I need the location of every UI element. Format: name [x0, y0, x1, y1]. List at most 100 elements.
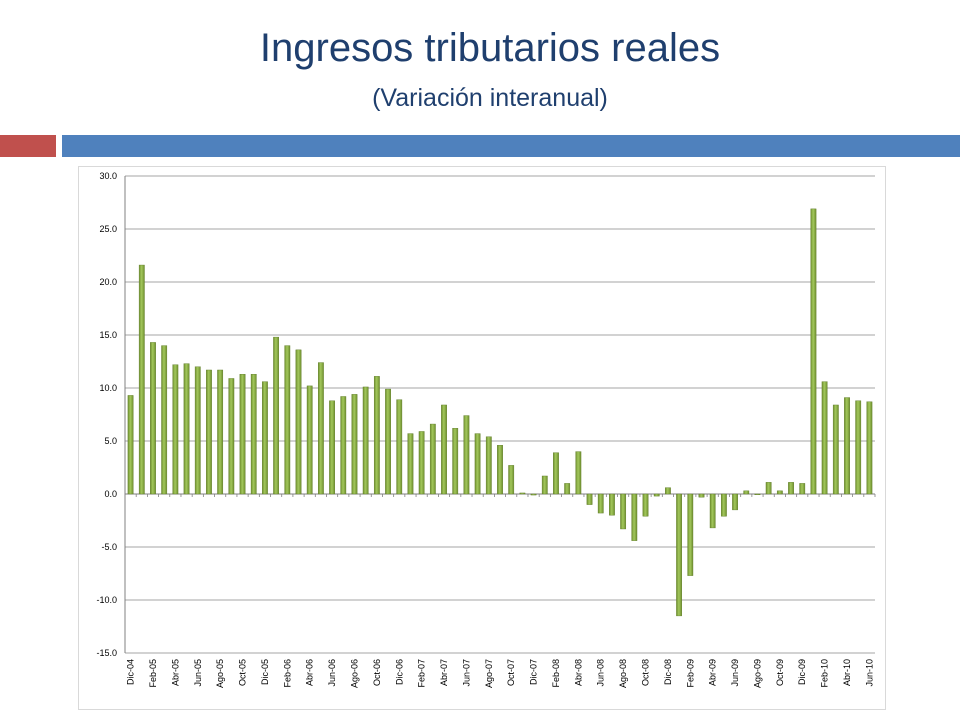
bar	[429, 423, 436, 495]
y-tick-label: 25.0	[99, 224, 117, 234]
bar	[765, 482, 772, 495]
bar	[720, 493, 727, 517]
bar	[194, 366, 201, 495]
bar	[676, 493, 682, 617]
bar	[262, 381, 268, 495]
y-tick-label: -10.0	[96, 595, 117, 605]
bar	[362, 386, 369, 495]
x-tick-label: Abr-08	[573, 659, 583, 686]
x-tick-label: Ago-05	[215, 659, 225, 688]
bar	[609, 493, 615, 516]
x-tick-label: Ago-07	[484, 659, 494, 688]
bar	[217, 369, 224, 495]
x-tick-label: Oct-09	[775, 659, 785, 686]
bar	[228, 378, 235, 495]
bar	[497, 445, 503, 495]
y-tick-label: 15.0	[99, 330, 117, 340]
x-tick-label: Dic-05	[260, 659, 270, 685]
bar	[541, 475, 548, 495]
x-tick-label: Feb-10	[820, 659, 830, 688]
bar	[463, 415, 470, 495]
bar	[553, 452, 559, 495]
bar	[519, 492, 526, 495]
x-tick-label: Feb-09	[685, 659, 695, 688]
x-tick-label: Abr-06	[305, 659, 315, 686]
bar	[329, 400, 335, 495]
x-tick-label: Jun-10	[864, 659, 874, 687]
y-tick-label: 5.0	[104, 436, 117, 446]
y-tick-label: 20.0	[99, 277, 117, 287]
bar	[127, 395, 134, 495]
chart-area	[78, 166, 886, 710]
bar	[161, 345, 168, 495]
page-subtitle: (Variación interanual)	[372, 84, 608, 112]
bar	[653, 493, 660, 497]
x-tick-label: Ago-09	[752, 659, 762, 688]
bar	[418, 431, 425, 495]
bar	[295, 349, 302, 495]
x-tick-label: Dic-09	[797, 659, 807, 685]
bar	[206, 369, 212, 495]
y-tick-label: -5.0	[101, 542, 117, 552]
bar	[273, 336, 280, 495]
bar	[396, 399, 403, 495]
y-tick-label: -15.0	[96, 648, 117, 658]
bar	[183, 363, 190, 495]
bar	[597, 493, 604, 514]
accent-bar-red	[0, 135, 56, 157]
x-tick-label: Jun-07	[461, 659, 471, 687]
bar	[474, 433, 481, 495]
bar	[452, 428, 459, 495]
x-tick-label: Oct-06	[372, 659, 382, 686]
bar	[866, 401, 873, 495]
x-tick-label: Ago-06	[349, 659, 359, 688]
bar	[732, 493, 738, 511]
bar	[239, 374, 246, 495]
bar	[250, 374, 257, 495]
x-tick-label: Dic-07	[529, 659, 539, 685]
x-tick-label: Abr-09	[708, 659, 718, 686]
bar	[150, 342, 156, 495]
bar	[743, 490, 750, 495]
bar	[385, 388, 391, 495]
x-tick-label: Dic-06	[394, 659, 404, 685]
x-tick-label: Jun-08	[596, 659, 606, 687]
x-tick-label: Jun-09	[730, 659, 740, 687]
bar	[665, 487, 671, 495]
bar	[407, 433, 414, 495]
x-tick-label: Dic-04	[126, 659, 136, 685]
bar	[698, 493, 705, 498]
bar	[620, 493, 627, 530]
bar	[138, 264, 145, 495]
y-tick-label: 30.0	[99, 171, 117, 181]
x-tick-label: Feb-08	[551, 659, 561, 688]
bar	[340, 396, 347, 495]
bar	[754, 493, 761, 496]
bar	[441, 404, 447, 495]
page-title: Ingresos tributarios reales	[259, 26, 721, 70]
y-tick-label: 10.0	[99, 383, 117, 393]
bar	[687, 493, 694, 576]
bar	[530, 493, 537, 496]
bar	[776, 490, 783, 495]
bar	[788, 482, 794, 495]
x-tick-label: Jun-06	[327, 659, 337, 687]
x-tick-label: Dic-08	[663, 659, 673, 685]
bar	[564, 483, 571, 495]
x-tick-label: Feb-06	[282, 659, 292, 688]
bar	[575, 451, 582, 495]
bar	[485, 436, 492, 495]
x-tick-label: Abr-07	[439, 659, 449, 686]
bar	[832, 404, 839, 495]
bar	[586, 493, 593, 505]
bar	[855, 400, 862, 495]
x-tick-label: Ago-08	[618, 659, 628, 688]
bar	[642, 493, 649, 517]
x-tick-label: Abr-10	[842, 659, 852, 686]
bar	[821, 381, 828, 495]
x-tick-label: Oct-08	[641, 659, 651, 686]
x-tick-label: Jun-05	[193, 659, 203, 687]
bar	[351, 394, 358, 495]
accent-bar-blue	[62, 135, 960, 157]
